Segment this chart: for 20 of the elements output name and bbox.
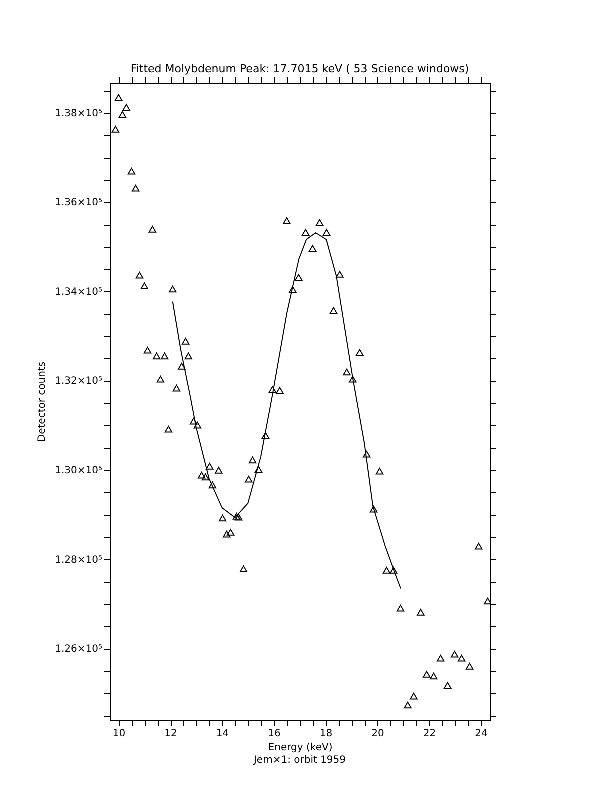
y-tick-label: 1.34×10⁵ — [55, 286, 102, 298]
line-series — [172, 232, 402, 590]
x-tick-label: 12 — [164, 728, 178, 740]
chart-title: Fitted Molybdenum Peak: 17.7015 keV ( 53 Science windows) — [130, 62, 470, 76]
x-axis-title: Energy (keV) — [268, 742, 333, 754]
y-tick-label: 1.28×10⁵ — [55, 554, 102, 566]
x-tick-label: 24 — [475, 728, 488, 740]
text: Jem×1: orbit 1959 — [252, 755, 346, 766]
x-tick-label: 22 — [423, 728, 436, 740]
x-tick-label: 18 — [320, 728, 333, 740]
x-tick-label: 10 — [112, 728, 126, 740]
y-tick-label: 1.30×10⁵ — [55, 466, 102, 477]
x-tick-label: 14 — [216, 728, 230, 740]
y-tick-label: 1.32×10⁵ — [55, 376, 102, 388]
y-tick-label: 1.36×10⁵ — [55, 198, 102, 209]
y-tick-label: 1.38×10⁵ — [55, 108, 102, 120]
y-axis-title: Detector counts — [37, 362, 48, 442]
x-tick-label: 20 — [372, 728, 384, 740]
y-tick-label: 1.26×10⁵ — [55, 644, 102, 656]
x-tick-label: 16 — [268, 728, 281, 740]
